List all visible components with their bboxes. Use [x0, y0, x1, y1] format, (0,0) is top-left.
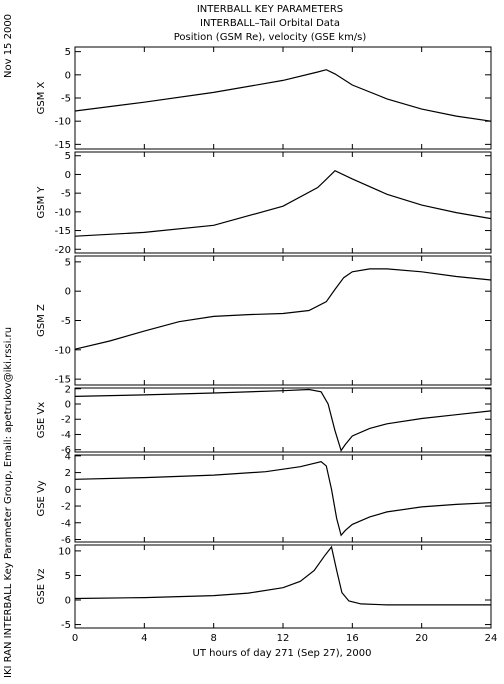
chart-title-line-2: INTERBALL–Tail Orbital Data — [200, 18, 340, 29]
y-axis-label: GSE Vy — [36, 480, 47, 516]
y-tick-label: 5 — [65, 571, 71, 582]
y-tick-label: -20 — [55, 245, 71, 256]
y-tick-label: 0 — [65, 70, 71, 81]
y-tick-label: 5 — [65, 151, 71, 162]
y-tick-label: -15 — [55, 140, 71, 151]
panel-frame — [74, 46, 492, 150]
series-line — [74, 461, 492, 537]
y-tick-label: 0 — [65, 170, 71, 181]
y-tick-label: -5 — [61, 189, 71, 200]
panel-frame — [74, 544, 492, 629]
x-axis-label: UT hours of day 271 (Sep 27), 2000 — [192, 648, 372, 659]
series-line — [74, 268, 492, 350]
y-tick-label: -15 — [55, 226, 71, 237]
x-tick-label: 12 — [277, 633, 290, 644]
y-tick-label: 0 — [65, 400, 71, 411]
y-tick-label: -10 — [55, 345, 71, 356]
y-tick-label: 5 — [65, 257, 71, 268]
x-tick-label: 16 — [346, 633, 359, 644]
panel-frame — [74, 255, 492, 386]
y-axis-label: GSM Y — [36, 186, 47, 219]
x-tick-label: 0 — [72, 633, 78, 644]
series-line — [74, 169, 492, 237]
y-tick-label: -10 — [55, 117, 71, 128]
y-axis-label: GSM X — [36, 81, 47, 114]
panel-frame — [74, 151, 492, 254]
y-tick-label: 0 — [65, 287, 71, 298]
y-tick-label: 2 — [65, 468, 71, 479]
y-tick-label: 10 — [58, 546, 71, 557]
y-tick-label: -2 — [61, 415, 71, 426]
y-tick-label: -5 — [61, 94, 71, 105]
chart-title-line-3: Position (GSM Re), velocity (GSE km/s) — [173, 32, 367, 43]
y-tick-label: 5 — [65, 47, 71, 58]
x-tick-label: 24 — [485, 633, 498, 644]
y-tick-label: -5 — [61, 620, 71, 631]
x-tick-label: 4 — [141, 633, 147, 644]
y-tick-label: -10 — [55, 207, 71, 218]
series-line — [74, 69, 492, 122]
y-tick-label: -4 — [61, 430, 71, 441]
y-tick-label: -6 — [61, 445, 71, 456]
y-tick-label: -2 — [61, 502, 71, 513]
y-tick-label: -15 — [55, 375, 71, 386]
chart-title-line-1: INTERBALL KEY PARAMETERS — [196, 4, 344, 15]
y-axis-label: GSE Vx — [36, 402, 47, 438]
x-tick-label: 20 — [415, 633, 428, 644]
y-tick-label: -6 — [61, 535, 71, 546]
y-tick-label: -4 — [61, 518, 71, 529]
panel-frame — [74, 454, 492, 543]
y-tick-label: 0 — [65, 596, 71, 607]
series-line — [74, 388, 492, 452]
y-tick-label: -5 — [61, 316, 71, 327]
y-axis-label: GSE Vz — [36, 569, 47, 605]
y-tick-label: 2 — [65, 384, 71, 395]
panel-frame — [74, 387, 492, 453]
x-tick-label: 8 — [210, 633, 216, 644]
y-axis-label: GSM Z — [36, 304, 47, 337]
series-line — [74, 545, 491, 606]
y-tick-label: 4 — [65, 451, 71, 462]
y-tick-label: 0 — [65, 485, 71, 496]
